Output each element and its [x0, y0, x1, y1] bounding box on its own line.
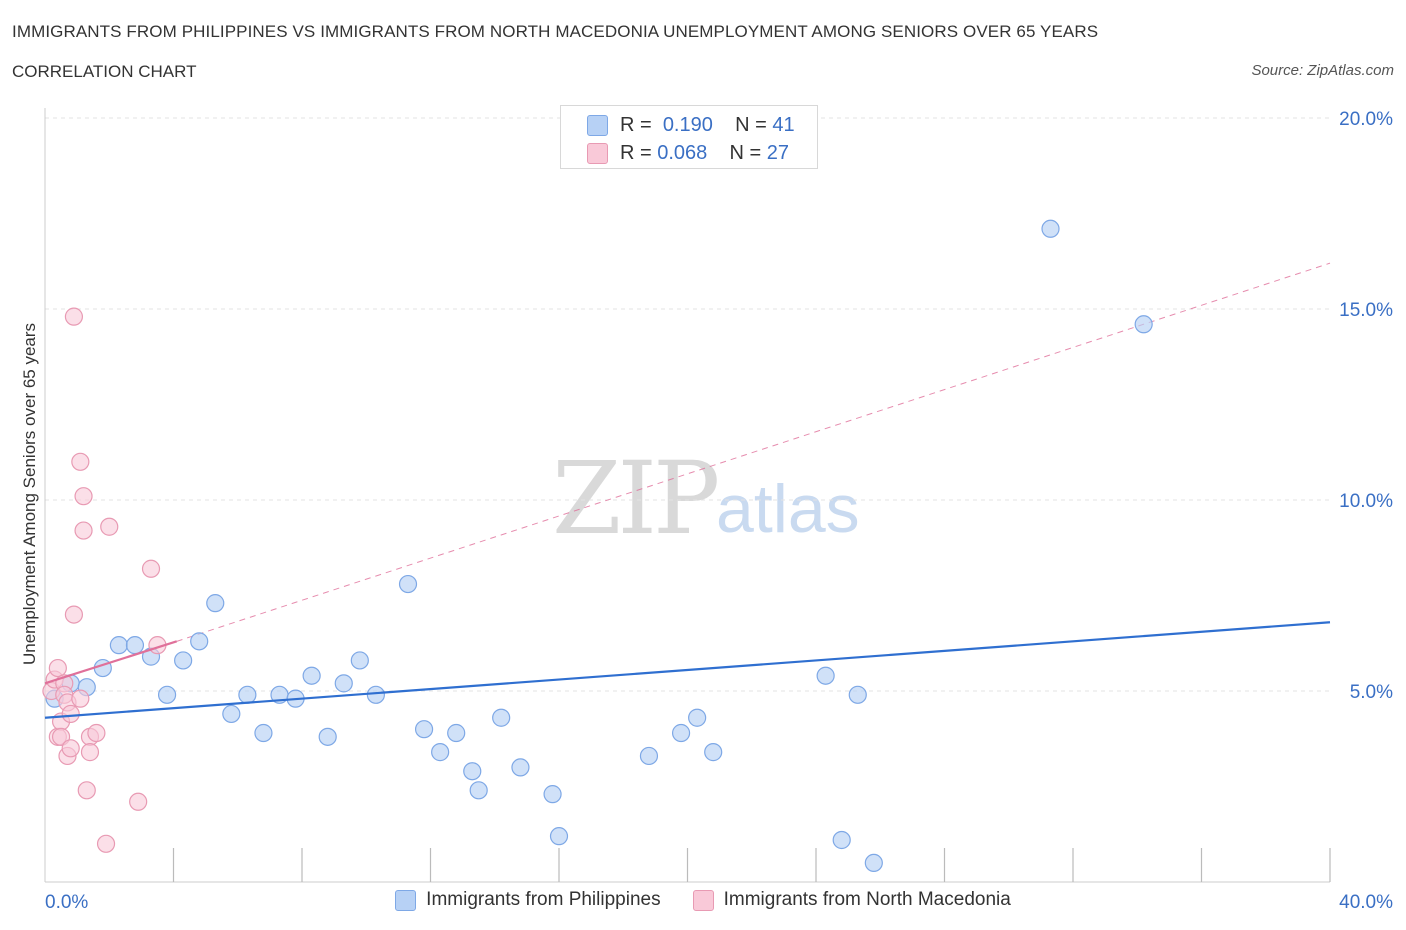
data-point-philippines [639, 746, 659, 766]
r-value-philippines: 0.190 [662, 113, 713, 136]
data-point-philippines [848, 685, 867, 704]
r-value-north-macedonia: 0.068 [657, 141, 708, 164]
data-point-philippines [190, 632, 209, 651]
data-point-philippines [492, 708, 511, 727]
data-point-north-macedonia [96, 834, 116, 853]
watermark-zip: ZIP [552, 440, 720, 557]
data-point-philippines [125, 636, 145, 655]
data-point-philippines [816, 666, 835, 685]
data-point-philippines [318, 727, 337, 746]
chart-subtitle: CORRELATION CHART [12, 62, 197, 81]
data-point-philippines [469, 781, 488, 800]
data-point-north-macedonia [61, 739, 80, 758]
chart-legend: Immigrants from Philippines Immigrants f… [0, 889, 1406, 911]
data-point-philippines [543, 785, 562, 804]
pink-swatch [587, 142, 608, 164]
trend-line-philippines [44, 621, 1331, 719]
data-point-philippines [109, 636, 128, 655]
data-point-philippines [688, 708, 707, 727]
data-point-north-macedonia [129, 792, 148, 811]
data-point-north-macedonia [61, 704, 80, 724]
data-point-philippines [447, 723, 466, 743]
stats-box: R = 0.190 N = 41 R = 0.068 N = 27 [560, 105, 818, 169]
legend-item-north-macedonia[interactable]: Immigrants from North Macedonia [692, 889, 1011, 911]
chart-title: IMMIGRANTS FROM PHILIPPINES VS IMMIGRANT… [12, 22, 1099, 41]
data-point-philippines [174, 651, 193, 670]
legend-swatch-blue [395, 889, 417, 911]
data-point-philippines [238, 685, 257, 704]
data-point-philippines [463, 762, 482, 781]
data-point-philippines [206, 594, 225, 613]
x-tick-label: 0.0% [45, 892, 88, 913]
y-tick-label: 15.0% [1339, 300, 1393, 321]
y-tick-label: 5.0% [1350, 682, 1393, 703]
data-point-north-macedonia [48, 658, 67, 678]
data-point-north-macedonia [141, 559, 161, 578]
data-point-philippines [366, 685, 385, 704]
data-point-north-macedonia [74, 487, 93, 506]
data-point-philippines [1041, 219, 1060, 238]
stats-row-philippines: R = 0.190 N = 41 [587, 113, 795, 137]
source-credit: Source: ZipAtlas.com [1251, 62, 1394, 79]
n-label: N = [735, 113, 767, 136]
data-point-philippines [832, 830, 851, 850]
n-value-north-macedonia: 27 [766, 141, 790, 164]
data-point-north-macedonia [64, 307, 84, 326]
data-point-philippines [549, 827, 569, 846]
data-point-philippines [431, 743, 450, 762]
data-point-philippines [704, 743, 723, 762]
trend-line-north-macedonia [44, 640, 178, 685]
x-tick-label: 40.0% [1339, 892, 1393, 913]
r-label: R = [620, 113, 652, 136]
legend-item-philippines[interactable]: Immigrants from Philippines [395, 889, 661, 911]
legend-swatch-pink [692, 889, 714, 911]
watermark-atlas: atlas [716, 471, 860, 547]
blue-swatch [587, 114, 608, 136]
data-point-north-macedonia [71, 452, 90, 471]
data-point-north-macedonia [100, 517, 119, 536]
legend-label-north-macedonia: Immigrants from North Macedonia [723, 889, 1011, 910]
data-point-philippines [511, 758, 530, 777]
data-point-north-macedonia [71, 689, 90, 708]
data-point-philippines [222, 704, 241, 724]
n-value-philippines: 41 [772, 113, 795, 136]
stats-row-north-macedonia: R = 0.068 N = 27 [587, 141, 789, 165]
y-axis-label: Unemployment Among Seniors over 65 years [20, 322, 39, 666]
legend-label-philippines: Immigrants from Philippines [426, 889, 661, 910]
data-point-north-macedonia [87, 723, 106, 743]
data-point-philippines [1134, 315, 1153, 334]
trend-line-north-macedonia-dashed [176, 262, 1331, 642]
data-point-philippines [671, 723, 691, 743]
n-label: N = [729, 141, 762, 164]
data-point-philippines [350, 651, 369, 670]
y-tick-label: 20.0% [1339, 109, 1393, 130]
data-point-philippines [398, 574, 418, 594]
y-tick-label: 10.0% [1339, 491, 1393, 512]
data-point-philippines [254, 723, 273, 743]
data-point-philippines [864, 853, 883, 873]
data-point-philippines [334, 674, 353, 693]
data-point-philippines [414, 720, 434, 739]
data-point-philippines [157, 685, 177, 704]
data-point-philippines [302, 666, 321, 685]
data-point-north-macedonia [80, 743, 100, 762]
data-point-north-macedonia [77, 781, 96, 800]
data-point-north-macedonia [74, 521, 93, 540]
r-label: R = [620, 141, 652, 164]
data-point-north-macedonia [64, 605, 84, 624]
